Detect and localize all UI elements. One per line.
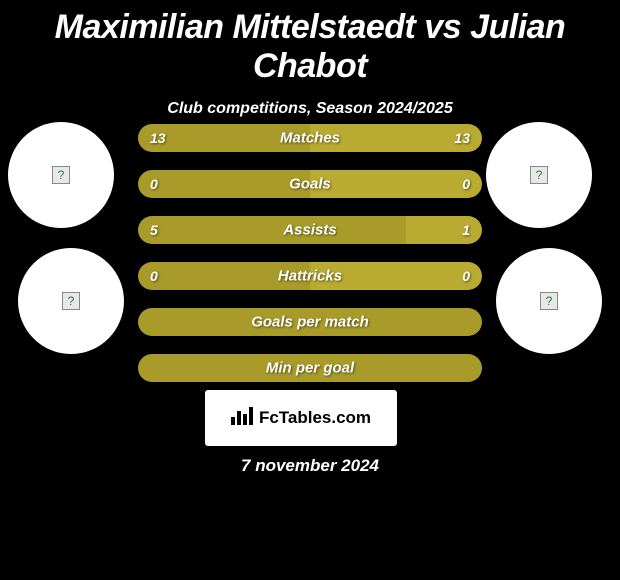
page-title: Maximilian Mittelstaedt vs Julian Chabot [0,0,620,86]
bar-label: Goals [138,176,482,193]
stat-row-goals-per-match: Goals per match [138,308,482,336]
logo-icon [231,405,255,431]
bar-value-left: 5 [150,222,158,238]
logo-text: FcTables.com [259,408,371,428]
team-circle-3: ? [496,248,602,354]
placeholder-icon: ? [52,166,70,184]
bar-value-right: 1 [462,222,470,238]
bar-label: Hattricks [138,268,482,285]
bar-label: Assists [138,222,482,239]
bar-value-left: 0 [150,176,158,192]
stat-row-assists: Assists5 1 [138,216,482,244]
bar-value-right: 0 [462,268,470,284]
placeholder-icon: ? [62,292,80,310]
stat-row-min-per-goal: Min per goal [138,354,482,382]
team-circle-0: ? [8,122,114,228]
stat-row-matches: Matches13 13 [138,124,482,152]
logo-box: FcTables.com [205,390,397,446]
date-label: 7 november 2024 [0,456,620,476]
team-circle-1: ? [486,122,592,228]
stats-bars: Matches1313Goals00Assists51Hattricks00Go… [138,124,482,400]
bar-value-left: 0 [150,268,158,284]
bar-label: Min per goal [138,360,482,377]
bar-value-right: 13 [454,130,470,146]
bar-value-right: 0 [462,176,470,192]
team-circle-2: ? [18,248,124,354]
subtitle: Club competitions, Season 2024/2025 [0,100,620,118]
placeholder-icon: ? [530,166,548,184]
placeholder-icon: ? [540,292,558,310]
bar-label: Matches [138,130,482,147]
bar-value-left: 13 [150,130,166,146]
stat-row-hattricks: Hattricks0 0 [138,262,482,290]
stat-row-goals: Goals0 0 [138,170,482,198]
bar-label: Goals per match [138,314,482,331]
